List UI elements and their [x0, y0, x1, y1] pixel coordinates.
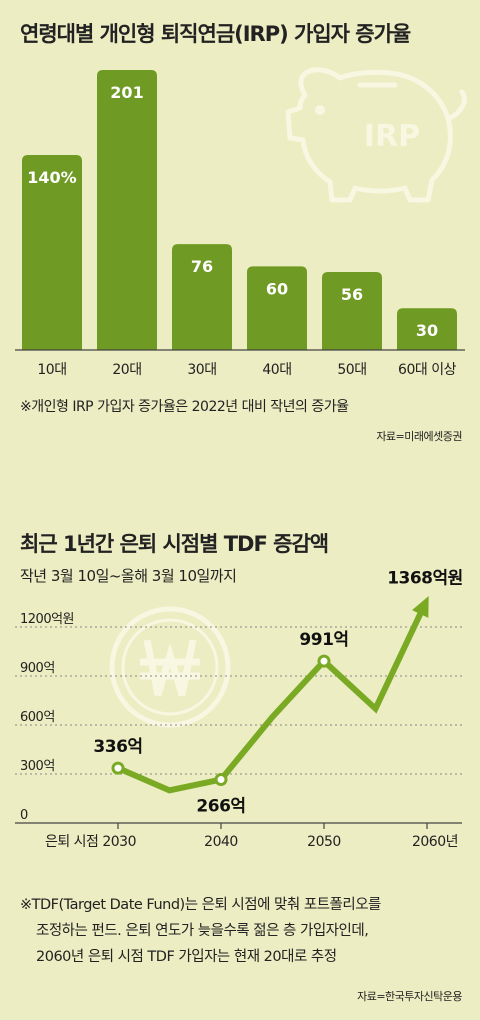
bar-chart-note: ※개인형 IRP 가입자 증가율은 2022년 대비 작년의 증가율	[20, 399, 349, 415]
y-tick-label: 300억	[20, 759, 55, 774]
x-tick-label: 10대	[37, 362, 66, 378]
bar-30대	[172, 244, 232, 350]
x-tick-label: 2050	[307, 834, 341, 850]
data-point-label: 266억	[196, 797, 245, 817]
won-coin-icon	[109, 606, 231, 728]
data-point-label: 1368억원	[387, 569, 463, 589]
data-point-label: 991억	[299, 630, 348, 650]
x-tick-label: 40대	[262, 362, 291, 378]
bar-40대	[247, 266, 307, 350]
piggy-bank-icon	[285, 67, 467, 203]
x-tick-label: 60대 이상	[398, 362, 457, 378]
line-chart-note: ※TDF(Target Date Fund)는 은퇴 시점에 맞춰 포트폴리오를…	[20, 892, 381, 970]
data-point-marker	[317, 654, 331, 668]
line-chart-title: 최근 1년간 은퇴 시점별 TDF 증감액	[20, 532, 329, 556]
y-tick-label: 900억	[20, 661, 55, 676]
bar-10대	[22, 154, 82, 350]
bar-chart: IRP 140% 201 76 60 56 30 10대 20대 30대 40대 50대 60대 이…	[15, 67, 467, 378]
x-tick-label: 2060년	[412, 834, 458, 850]
line-chart-source: 자료=한국투자신탁운용	[357, 990, 462, 1003]
line-chart-note-line-1: ※TDF(Target Date Fund)는 은퇴 시점에 맞춰 포트폴리오를	[20, 897, 381, 913]
y-tick-label: 600억	[20, 710, 55, 725]
data-point-marker	[214, 773, 228, 787]
bar-value-label: 30	[416, 321, 438, 340]
x-tick-label: 30대	[187, 362, 216, 378]
x-tick-label: 은퇴 시점 2030	[45, 834, 136, 850]
line-chart-subtitle: 작년 3월 10일~올해 3월 10일까지	[20, 567, 237, 585]
bar-value-label: 56	[341, 285, 363, 304]
y-tick-label: 1200억원	[20, 612, 74, 627]
data-point-marker	[111, 761, 125, 775]
line-chart-note-line-2: 조정하는 펀드. 은퇴 연도가 늦을수록 젊은 층 가입자인데,	[36, 923, 369, 939]
y-tick-label: 0	[20, 808, 28, 823]
bar-value-label: 60	[266, 279, 288, 298]
x-tick-label: 2040	[204, 834, 238, 850]
bar-value-label: 140%	[27, 168, 76, 187]
x-tick-label: 50대	[337, 362, 366, 378]
bar-value-label: 201	[110, 83, 143, 102]
bar-chart-title: 연령대별 개인형 퇴직연금(IRP) 가입자 증가율	[20, 22, 411, 46]
piggy-bank-label: IRP	[364, 119, 420, 154]
arrow-head	[412, 595, 429, 618]
tdf-series-line	[116, 609, 425, 794]
bar-50대	[322, 271, 382, 350]
data-point-label: 336억	[93, 737, 142, 757]
x-tick-label: 20대	[112, 362, 141, 378]
bar-chart-source: 자료=미래에셋증권	[376, 430, 462, 443]
line-chart-note-line-3: 2060년 은퇴 시점 TDF 가입자는 현재 20대로 추정	[36, 949, 337, 965]
bar-value-label: 76	[191, 257, 213, 276]
bar-60대 이상	[397, 308, 457, 350]
bar-20대	[97, 70, 157, 350]
